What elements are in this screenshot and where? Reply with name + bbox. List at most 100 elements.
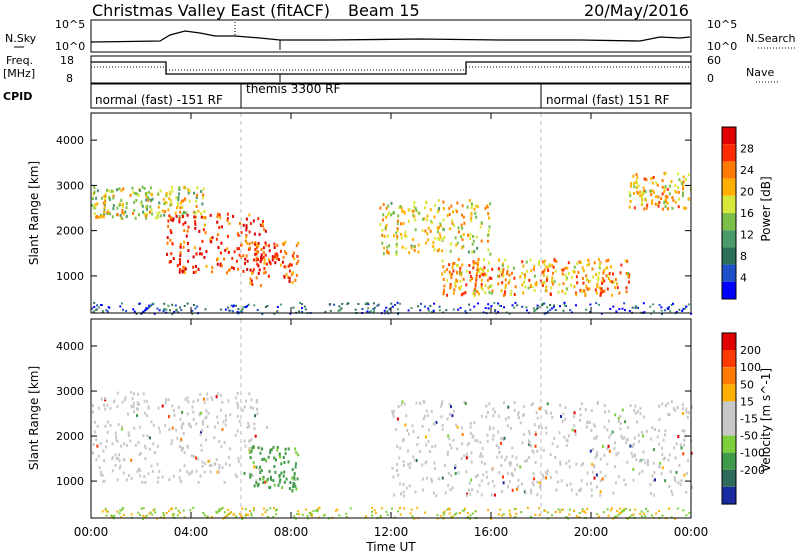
range-cell [624, 420, 627, 424]
range-cell [171, 242, 174, 246]
range-cell [424, 461, 427, 465]
noise-cell [178, 511, 181, 514]
range-cell [274, 261, 277, 265]
range-cell [545, 431, 548, 435]
range-cell [188, 422, 191, 426]
range-cell [459, 279, 462, 283]
range-cell [226, 219, 229, 223]
noise-cell [595, 302, 598, 305]
range-cell [542, 448, 545, 452]
range-cell [188, 189, 191, 193]
range-cell [133, 200, 136, 204]
range-cell [561, 289, 564, 293]
noise-cell [652, 310, 655, 313]
range-cell [200, 212, 202, 216]
noise-cell [175, 309, 178, 312]
range-cell [203, 470, 206, 474]
range-cell [530, 491, 533, 495]
noise-cell [162, 512, 165, 514]
range-cell [578, 489, 581, 492]
range-cell [263, 261, 266, 265]
noise-cell [148, 304, 151, 307]
range-cell [423, 217, 426, 221]
range-cell [449, 227, 451, 231]
range-cell [245, 399, 248, 403]
noise-cell [551, 307, 554, 310]
noise-cell [306, 514, 309, 517]
range-cell [538, 481, 541, 485]
range-cell [196, 186, 199, 190]
range-cell [570, 276, 573, 279]
noise-cell [471, 512, 474, 515]
range-cell [436, 210, 439, 214]
range-cell [687, 197, 690, 201]
range-cell [154, 216, 157, 220]
range-cell [557, 290, 560, 294]
range-cell [200, 190, 203, 193]
range-cell [283, 275, 286, 279]
noise-cell [273, 507, 275, 510]
range-cell [488, 402, 491, 406]
noise-cell [389, 308, 392, 310]
range-cell [536, 416, 539, 420]
range-cell [441, 476, 444, 480]
range-cell [93, 430, 96, 434]
range-cell [515, 456, 518, 460]
range-cell [551, 264, 554, 268]
range-cell [483, 272, 486, 276]
range-cell [135, 192, 138, 196]
range-cell [590, 494, 593, 498]
range-cell [289, 481, 292, 484]
range-cell [96, 425, 99, 428]
range-cell [125, 202, 128, 206]
range-cell [596, 285, 599, 289]
range-cell [385, 224, 388, 228]
noise-cell [543, 302, 546, 305]
range-cell [467, 250, 470, 254]
range-cell [612, 272, 614, 276]
range-cell [599, 470, 602, 474]
range-cell [198, 252, 201, 256]
range-cell [166, 236, 169, 240]
noise-cell [263, 507, 265, 510]
noise-cell [230, 304, 233, 307]
range-cell [203, 210, 206, 214]
range-cell [197, 457, 200, 461]
range-cell [122, 471, 125, 475]
range-cell [293, 257, 296, 261]
range-cell [453, 223, 456, 227]
noise-cell [202, 512, 205, 514]
range-cell [277, 483, 280, 487]
range-cell [454, 281, 457, 285]
range-cell [124, 396, 127, 400]
range-cell [112, 194, 115, 198]
noise-cell [616, 510, 619, 513]
range-cell [200, 448, 203, 452]
range-cell [446, 279, 449, 282]
range-cell [269, 451, 272, 455]
range-cell [202, 193, 205, 197]
range-cell [533, 265, 536, 269]
range-cell [117, 457, 120, 460]
range-cell [465, 456, 468, 460]
noise-cell [210, 516, 213, 518]
range-cell [580, 261, 582, 264]
range-cell [685, 178, 688, 182]
range-cell [260, 469, 263, 473]
range-cell [541, 281, 544, 285]
range-cell [218, 213, 221, 217]
range-cell [191, 470, 194, 474]
range-cell [477, 263, 479, 267]
range-cell [226, 247, 229, 251]
range-cell [514, 285, 517, 289]
range-cell [257, 217, 260, 221]
noise-cell [433, 302, 436, 305]
noise-cell [690, 312, 693, 315]
range-cell [500, 464, 503, 467]
range-cell [639, 412, 642, 416]
range-cell [428, 450, 431, 453]
noise-cell [508, 509, 511, 512]
range-cell [257, 242, 260, 245]
range-cell [103, 403, 105, 407]
range-cell [262, 477, 265, 481]
